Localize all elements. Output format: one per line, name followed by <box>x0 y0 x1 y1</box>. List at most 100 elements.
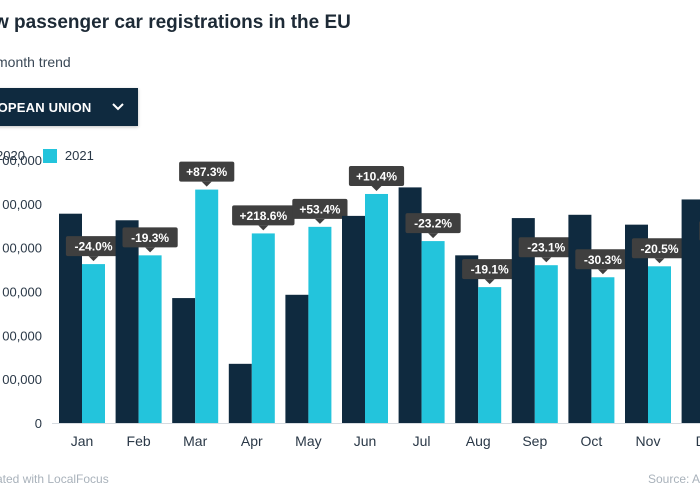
y-tick-label: 0 <box>35 416 42 431</box>
x-tick-label: Jun <box>354 433 377 449</box>
chart-title: w passenger car registrations in the EU <box>0 12 351 33</box>
legend-item-2021[interactable]: 2021 <box>42 148 94 163</box>
x-tick-label: Oct <box>581 433 603 449</box>
change-label-text: -19.3% <box>131 231 169 245</box>
x-tick-label: May <box>295 433 321 449</box>
change-label-box <box>292 198 348 219</box>
change-label: -19.3% <box>122 227 178 253</box>
change-label-pointer <box>541 257 552 263</box>
change-label-box <box>462 259 518 280</box>
change-label: -20.5% <box>631 238 688 264</box>
bar-2020 <box>511 218 535 423</box>
y-tick-label: 00,000 <box>2 285 42 300</box>
bar-2020 <box>342 215 365 423</box>
x-tick-label: Jan <box>71 433 94 449</box>
change-label-text: +87.3% <box>186 165 227 179</box>
change-label-box <box>179 161 235 182</box>
change-label-pointer <box>654 258 665 264</box>
change-label-text: +218.6% <box>239 209 287 223</box>
change-label-pointer <box>145 247 156 253</box>
change-label-text: +53.4% <box>299 202 340 216</box>
legend-swatch-2021 <box>42 148 57 163</box>
bar-2021 <box>478 287 502 423</box>
change-label: -30.3% <box>575 249 631 275</box>
x-tick-label: Apr <box>241 433 263 449</box>
bar-2020 <box>59 213 82 423</box>
change-label: -19.1% <box>462 259 518 285</box>
bar-2021 <box>82 264 105 423</box>
bar-2021 <box>195 189 219 423</box>
change-label-pointer <box>428 233 439 239</box>
x-tick-label: Jul <box>413 433 431 449</box>
change-label: +53.4% <box>292 198 348 224</box>
change-label-box <box>575 249 631 270</box>
change-label-text: -24.0% <box>74 240 112 254</box>
change-label: +218.6% <box>232 205 295 231</box>
chart-subtitle: month trend <box>0 54 71 70</box>
bar-2021 <box>308 226 332 423</box>
footer-source: Source: A <box>648 472 700 486</box>
bar-2020 <box>455 255 479 423</box>
change-label-pointer <box>371 185 382 191</box>
bar-2021 <box>365 193 388 423</box>
y-tick-label: 00,000 <box>2 197 42 212</box>
change-label-pointer <box>484 279 495 285</box>
bar-2020 <box>398 187 422 423</box>
change-label-text: -23.1% <box>527 241 565 255</box>
change-label-text: -30.3% <box>584 253 622 267</box>
bar-2021 <box>534 265 558 423</box>
bar-2021 <box>138 255 162 423</box>
bar-2021 <box>648 266 671 423</box>
footer-credit: ated with LocalFocus <box>0 472 109 486</box>
chevron-down-icon <box>112 103 124 111</box>
y-tick-label: 00,000 <box>2 372 42 387</box>
change-label-box <box>122 227 178 248</box>
change-label-pointer <box>88 256 99 262</box>
bar-2020 <box>228 363 252 423</box>
bar-2020 <box>115 220 139 423</box>
y-tick-label: 00,000 <box>2 328 42 343</box>
bar-2020 <box>568 214 592 423</box>
change-label-pointer <box>201 181 212 187</box>
bar-2020 <box>625 224 648 423</box>
bar-2021 <box>591 277 615 423</box>
x-tick-label: Nov <box>636 433 661 449</box>
change-label-box <box>65 236 122 257</box>
change-label-box <box>405 213 461 234</box>
legend-label-2021: 2021 <box>64 148 94 163</box>
change-label-box <box>348 165 405 186</box>
bar-2021 <box>421 241 445 423</box>
bar-2020 <box>681 199 700 423</box>
y-tick-label: 00,000 <box>2 241 42 256</box>
change-label-box <box>631 238 688 259</box>
bar-2021 <box>251 233 275 423</box>
bar-2020 <box>285 294 309 423</box>
change-label-pointer <box>314 218 325 224</box>
change-label-pointer <box>258 225 269 231</box>
region-dropdown-label: ROPEAN UNION <box>0 99 92 115</box>
x-tick-label: De <box>696 433 700 449</box>
x-tick-label: Feb <box>127 433 151 449</box>
change-label-text: -23.2% <box>414 217 452 231</box>
y-tick-label: 00,000 <box>2 153 42 168</box>
x-tick-label: Sep <box>522 433 547 449</box>
change-label: +87.3% <box>179 161 235 187</box>
change-label: -24.0% <box>65 236 122 262</box>
change-label-box <box>518 237 574 258</box>
change-label: -23.2% <box>405 213 461 239</box>
change-label: -23.1% <box>518 237 574 263</box>
x-tick-label: Mar <box>183 433 207 449</box>
change-label-text: -20.5% <box>640 242 678 256</box>
change-label-text: -19.1% <box>471 263 509 277</box>
change-label-pointer <box>597 269 608 275</box>
change-label-text: +10.4% <box>356 169 397 183</box>
change-label: +10.4% <box>348 165 405 191</box>
x-tick-label: Aug <box>466 433 491 449</box>
bar-2020 <box>172 298 196 423</box>
region-dropdown[interactable]: ROPEAN UNION <box>0 88 138 126</box>
change-label-box <box>232 205 295 226</box>
